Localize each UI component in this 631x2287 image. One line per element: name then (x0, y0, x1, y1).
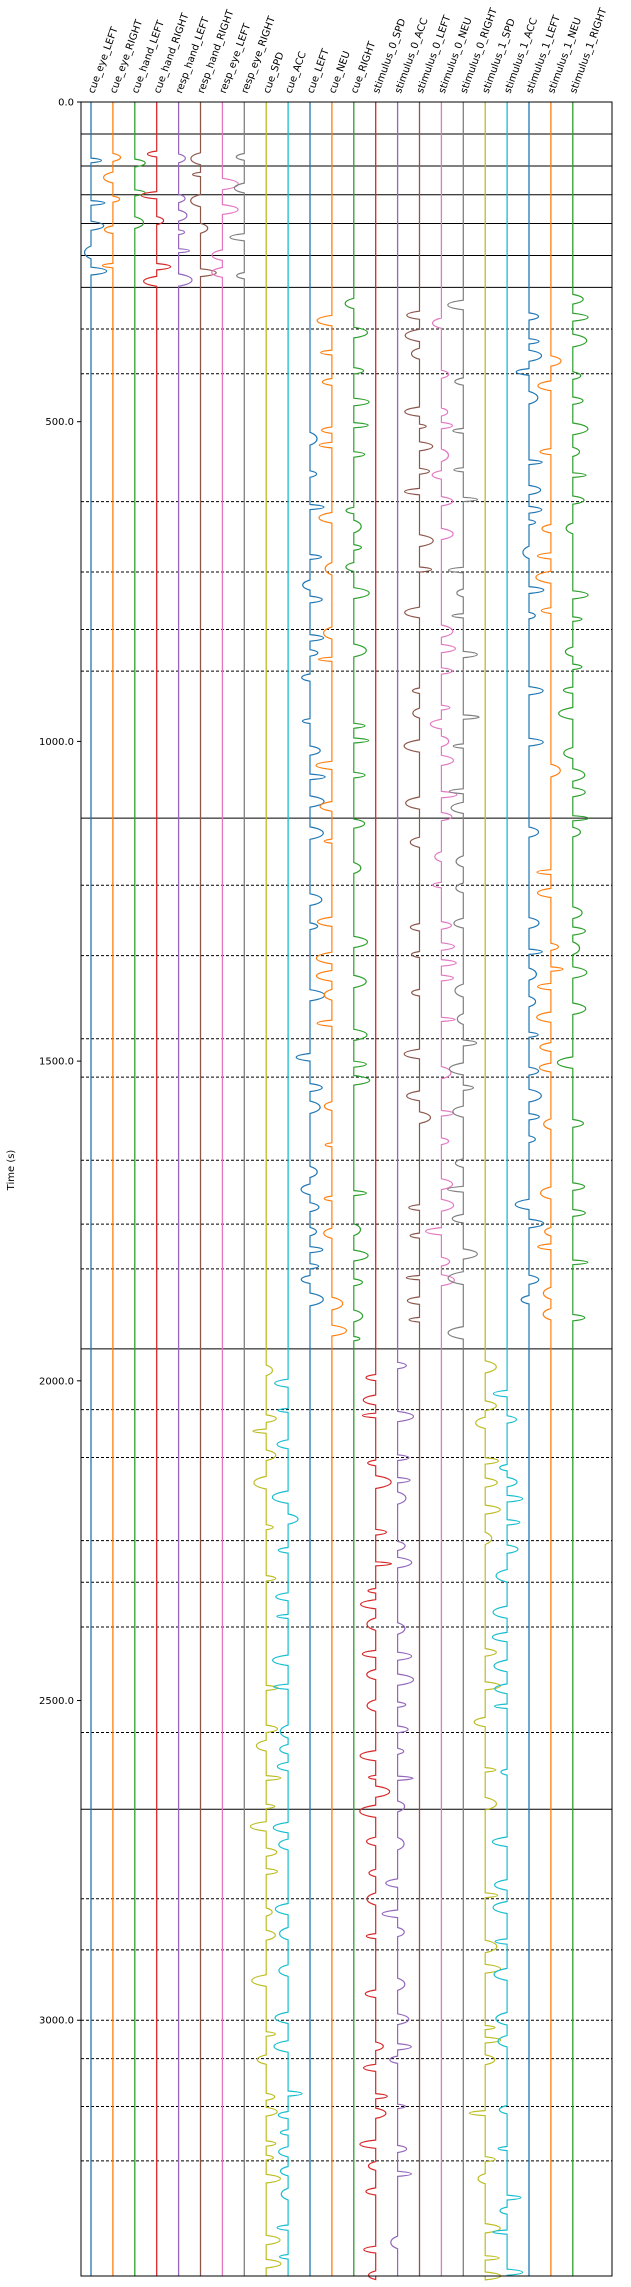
channel-label: cue_NEU (327, 50, 352, 95)
channel-signal-stimulus-1-acc (491, 1348, 524, 2276)
channel-signals (83, 134, 590, 2281)
y-ticks: 0.0 500.0 1000.0 1500.0 2000.0 2500.0 3000.0 (39, 98, 81, 2027)
channel-signal-cue-eye-right (101, 134, 122, 288)
channel-signal-stimulus-1-right (556, 287, 590, 1349)
y-tick-label: 2500.0 (39, 1696, 74, 1707)
channel-signal-resp-hand-right (190, 134, 217, 288)
channel-signal-stimulus-0-acc (381, 1348, 415, 2276)
channel-signal-stimulus-1-spd (468, 1348, 502, 2281)
y-axis-label: Time (s) (6, 1150, 17, 1192)
channel-baselines (90, 102, 574, 2276)
channel-signal-resp-eye-left (211, 134, 239, 288)
channel-signal-stimulus-0-left (403, 287, 434, 1349)
channel-signal-cue-spd (249, 1348, 282, 2276)
channel-signal-cue-left (295, 287, 326, 1349)
channel-signal-stimulus-1-neu (535, 287, 564, 1349)
channel-label: cue_ACC (284, 50, 309, 95)
channel-signal-cue-neu (315, 287, 348, 1349)
axes (80, 101, 613, 2277)
plot-frame (80, 101, 613, 2277)
channel-signal-cue-right (344, 287, 371, 1349)
event-lines (81, 133, 612, 2162)
channel-signal-resp-eye-right (229, 134, 245, 288)
y-tick-label: 1000.0 (39, 737, 74, 748)
channel-labels: cue_eye_LEFTcue_eye_RIGHTcue_hand_LEFTcu… (86, 6, 609, 95)
y-tick-label: 500.0 (45, 417, 74, 428)
channel-signal-stimulus-0-right (446, 287, 480, 1349)
channel-signal-stimulus-0-spd (359, 1348, 393, 2281)
y-tick-label: 1500.0 (39, 1057, 74, 1068)
channel-signal-stimulus-1-left (514, 287, 545, 1349)
y-tick-label: 0.0 (58, 98, 74, 109)
channel-signal-cue-hand-left (134, 134, 146, 288)
channel-signal-resp-hand-left (178, 134, 193, 288)
channel-label: cue_SPD (262, 51, 287, 96)
channel-signal-stimulus-0-neu (424, 287, 458, 1349)
y-tick-label: 3000.0 (39, 2016, 74, 2027)
channel-signal-cue-eye-left (83, 134, 108, 288)
y-tick-label: 2000.0 (39, 1376, 74, 1387)
channel-signal-cue-acc (271, 1348, 303, 2276)
channel-signal-cue-hand-right (140, 134, 172, 288)
